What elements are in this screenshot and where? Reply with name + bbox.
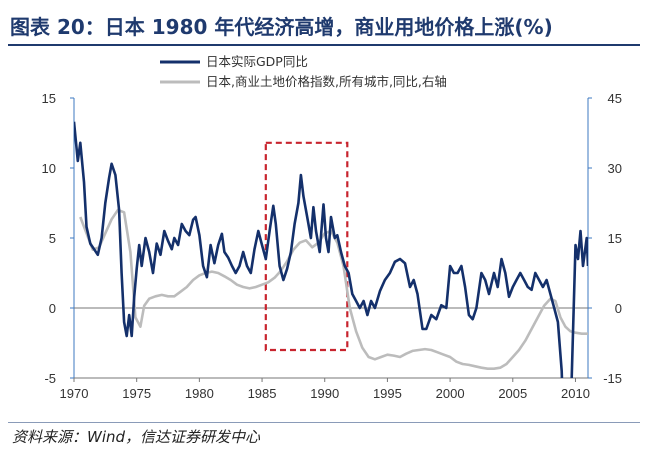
legend-label-land: 日本,商业土地价格指数,所有城市,同比,右轴 (206, 74, 447, 89)
y-left-tick-label: 10 (42, 161, 56, 176)
x-tick-label: 2000 (436, 386, 465, 401)
y-right-tick-label: 15 (608, 231, 622, 246)
legend-label-gdp: 日本实际GDP同比 (206, 54, 308, 69)
line-chart: 15 10 5 0 -5 45 30 15 0 -15 1970 1975 1980 1985 1990 19… (42, 54, 622, 401)
y-right-tick-label: 45 (608, 91, 622, 106)
axes-group (73, 98, 589, 379)
highlight-box-group (264, 141, 349, 352)
x-tick-label: 1995 (373, 386, 402, 401)
series-line-gdp (74, 121, 588, 378)
y-right-tick-label: 0 (615, 301, 622, 316)
y-left-tick-label: -5 (44, 371, 56, 386)
highlight-box (264, 141, 349, 352)
x-tick-label: 1975 (122, 386, 151, 401)
y-left-tick-label: 5 (49, 231, 56, 246)
y-left-tick-label: 15 (42, 91, 56, 106)
ticks-group: 15 10 5 0 -5 45 30 15 0 -15 1970 1975 1980 1985 1990 19… (42, 91, 622, 401)
source-note: 资料来源：Wind，信达证券研发中心 (12, 428, 261, 446)
y-right-tick-label: -15 (603, 371, 622, 386)
chart-title: 图表 20：日本 1980 年代经济高增，商业用地价格上涨(%) (10, 15, 553, 39)
x-tick-label: 2010 (561, 386, 590, 401)
y-right-tick-label: 30 (608, 161, 622, 176)
source-rule (8, 422, 640, 423)
x-tick-label: 1970 (60, 386, 89, 401)
x-tick-label: 2005 (498, 386, 527, 401)
x-tick-label: 1980 (185, 386, 214, 401)
legend: 日本实际GDP同比 日本,商业土地价格指数,所有城市,同比,右轴 (160, 54, 447, 89)
y-left-tick-label: 0 (49, 301, 56, 316)
title-rule (8, 44, 640, 46)
series-group (74, 121, 588, 378)
x-tick-label: 1985 (248, 386, 277, 401)
x-tick-label: 1990 (310, 386, 339, 401)
top-strip (0, 0, 658, 8)
